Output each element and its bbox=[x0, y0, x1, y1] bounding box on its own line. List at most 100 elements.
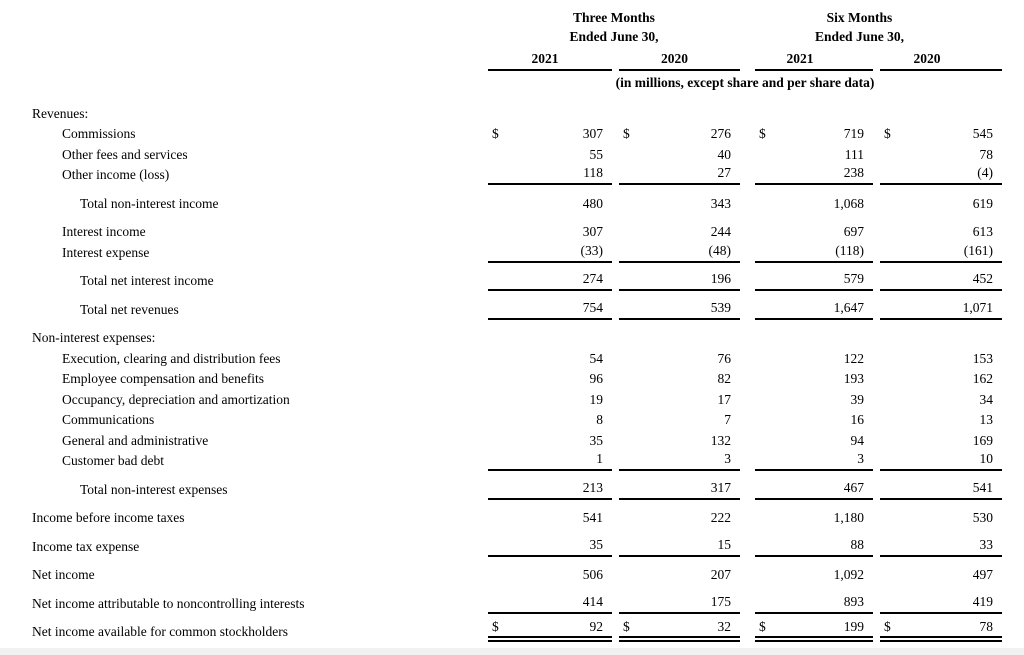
value-cell: 480 bbox=[488, 195, 612, 214]
table-row-occupancy-depreciation-and-amortization: Occupancy, depreciation and amortization… bbox=[0, 389, 1024, 410]
value-cell: 539 bbox=[619, 299, 740, 320]
period-title-line1: Three Months bbox=[573, 10, 655, 25]
value: 175 bbox=[710, 593, 731, 609]
value-cell: (161) bbox=[880, 242, 1002, 263]
value-cell: 40 bbox=[619, 146, 740, 165]
value: 78 bbox=[979, 619, 994, 634]
value: 3 bbox=[724, 451, 731, 466]
value-cell: 111 bbox=[755, 146, 873, 165]
value: 39 bbox=[850, 391, 865, 407]
value: 506 bbox=[582, 567, 603, 582]
row-label: General and administrative bbox=[62, 432, 209, 448]
value: 754 bbox=[582, 299, 603, 315]
value-cell: 153 bbox=[880, 350, 1002, 369]
label-column-spacer bbox=[0, 8, 488, 46]
table-row-communications: Communications 8 7 16 13 bbox=[0, 410, 1024, 431]
table-row-total-net-interest-income: Total net interest income 274 196 579 452 bbox=[0, 271, 1024, 291]
value: 307 bbox=[582, 126, 603, 141]
value-cell: (4) bbox=[880, 164, 1002, 185]
value: (118) bbox=[835, 242, 864, 258]
value: 207 bbox=[710, 567, 731, 582]
table-row-other-fees-and-services: Other fees and services 55 40 111 78 bbox=[0, 144, 1024, 165]
value: 317 bbox=[710, 479, 731, 495]
value: 213 bbox=[582, 479, 603, 495]
value-cell: $92 bbox=[488, 618, 612, 642]
row-label: Customer bad debt bbox=[62, 453, 164, 468]
value: 276 bbox=[710, 126, 731, 141]
row-label: Other income (loss) bbox=[62, 167, 170, 182]
value-cell: 27 bbox=[619, 164, 740, 185]
value: 78 bbox=[979, 146, 994, 162]
value: 497 bbox=[972, 567, 993, 582]
row-label: Execution, clearing and distribution fee… bbox=[62, 350, 281, 366]
table-row-net-income-available-for-common-stockholders: Net income available for common stockhol… bbox=[0, 619, 1024, 642]
value: 196 bbox=[710, 271, 731, 286]
row-label: Total non-interest expenses bbox=[80, 481, 228, 497]
value: 153 bbox=[972, 350, 993, 366]
value-cell: 419 bbox=[880, 593, 1002, 614]
table-row-total-non-interest-expenses: Total non-interest expenses 213 317 467 541 bbox=[0, 479, 1024, 500]
table-row-employee-compensation-and-benefits: Employee compensation and benefits 96 82 19… bbox=[0, 369, 1024, 390]
year-column-header: 2021 bbox=[755, 50, 873, 71]
value-cell: 619 bbox=[880, 195, 1002, 214]
value: 274 bbox=[582, 271, 603, 286]
value-cell: 238 bbox=[755, 164, 873, 185]
table-row-interest-expense: Interest expense (33) (48) (118) (161) bbox=[0, 242, 1024, 263]
value: 94 bbox=[850, 432, 865, 448]
value-cell: $719 bbox=[755, 125, 873, 144]
value: 719 bbox=[843, 126, 864, 141]
row-label: Interest income bbox=[62, 224, 146, 239]
value: 619 bbox=[972, 195, 993, 211]
value: 199 bbox=[843, 619, 864, 634]
row-label: Non-interest expenses: bbox=[32, 330, 156, 345]
value-cell: 893 bbox=[755, 593, 873, 614]
value: 414 bbox=[582, 593, 603, 609]
value-cell: 7 bbox=[619, 411, 740, 430]
value-cell: 17 bbox=[619, 391, 740, 410]
value-cell: 35 bbox=[488, 432, 612, 451]
year-column-header: 2020 bbox=[880, 50, 1002, 71]
value-cell: $545 bbox=[880, 125, 1002, 144]
value: 13 bbox=[979, 412, 994, 427]
value-cell: 414 bbox=[488, 593, 612, 614]
value: 88 bbox=[850, 536, 865, 552]
value-cell: 213 bbox=[488, 479, 612, 500]
row-label: Other fees and services bbox=[62, 146, 188, 162]
value-cell: 467 bbox=[755, 479, 873, 500]
value: 541 bbox=[972, 479, 993, 495]
value-cell: 33 bbox=[880, 536, 1002, 557]
value-cell bbox=[619, 346, 740, 348]
value-cell: 88 bbox=[755, 536, 873, 557]
value: 162 bbox=[972, 371, 993, 386]
value-cell: 118 bbox=[488, 164, 612, 185]
value-cell: 1 bbox=[488, 450, 612, 471]
value: 419 bbox=[972, 593, 993, 609]
value-cell: (48) bbox=[619, 242, 740, 263]
value-cell: 10 bbox=[880, 450, 1002, 471]
currency-symbol: $ bbox=[759, 619, 766, 634]
value: (4) bbox=[977, 165, 993, 180]
value-cell: 55 bbox=[488, 146, 612, 165]
table-row-net-income-attributable-to-noncontrolling-interests: Net income attributable to noncontrollin… bbox=[0, 593, 1024, 614]
period-group-six-months: Six Months Ended June 30, bbox=[755, 8, 1002, 46]
value-cell: 1,647 bbox=[755, 299, 873, 320]
value: 34 bbox=[979, 391, 994, 407]
value: 40 bbox=[717, 146, 732, 162]
table-row-income-before-income-taxes: Income before income taxes 541 222 1,180 530 bbox=[0, 508, 1024, 529]
value-cell: (33) bbox=[488, 242, 612, 263]
value-cell: 76 bbox=[619, 350, 740, 369]
value: 96 bbox=[589, 371, 604, 386]
value-cell: $307 bbox=[488, 125, 612, 144]
row-label: Net income attributable to noncontrollin… bbox=[32, 595, 305, 611]
value-cell: $78 bbox=[880, 618, 1002, 642]
value-cell bbox=[755, 346, 873, 348]
table-row-general-and-administrative: General and administrative 35 132 94 169 bbox=[0, 430, 1024, 451]
value: 545 bbox=[972, 126, 993, 141]
value-cell bbox=[488, 346, 612, 348]
value: 541 bbox=[582, 510, 603, 525]
row-label: Net income available for common stockhol… bbox=[32, 624, 289, 639]
value: 27 bbox=[717, 165, 732, 180]
table-row-interest-income: Interest income 307 244 697 613 bbox=[0, 222, 1024, 243]
units-note: (in millions, except share and per share… bbox=[615, 75, 875, 90]
value-cell: (118) bbox=[755, 242, 873, 263]
